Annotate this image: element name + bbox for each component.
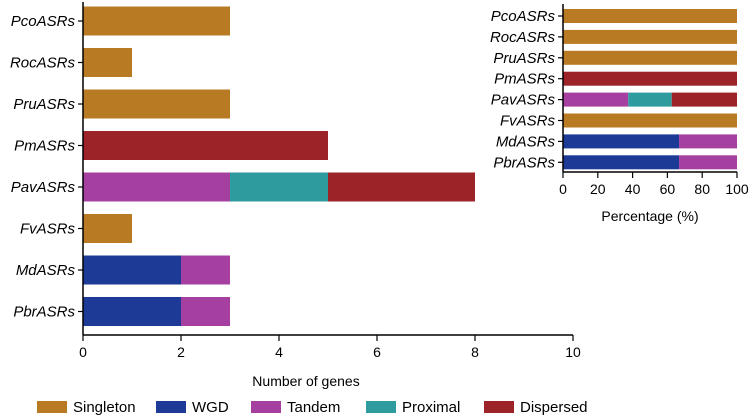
bar-segment-tandem — [181, 297, 230, 326]
x-tick-label: 100 — [725, 181, 749, 197]
inset-percentage-bar-chart: PcoASRs RocASRs PruASRs PmASRs PavASRs FvASRs… — [490, 4, 749, 224]
bar-segment-singleton — [83, 89, 230, 119]
x-tick-label: 8 — [471, 344, 479, 360]
bar-segment-singleton — [83, 48, 132, 77]
bar-segment-dispersed — [83, 131, 328, 160]
legend-label-wgd: WGD — [192, 399, 229, 416]
bar-segment-singleton — [83, 214, 132, 243]
bar-segment-singleton — [563, 9, 737, 23]
bar-segment-tandem — [679, 134, 737, 149]
legend-swatch-singleton — [37, 401, 67, 413]
x-tick-label: 40 — [625, 181, 641, 197]
bar-segment-dispersed — [671, 92, 737, 107]
category-label: PavASRs — [491, 92, 556, 109]
category-label: PcoASRs — [11, 13, 76, 30]
bar-segment-tandem — [181, 255, 230, 285]
legend-swatch-dispersed — [484, 401, 514, 413]
bar-segment-wgd — [563, 134, 680, 149]
category-label: PruASRs — [13, 96, 75, 113]
bar-segment-wgd — [83, 255, 181, 285]
bar-segment-tandem — [563, 92, 629, 107]
bar-segment-singleton — [563, 113, 737, 128]
category-label: FvASRs — [500, 113, 556, 130]
x-tick-label: 10 — [565, 344, 581, 360]
category-label: RocASRs — [10, 55, 76, 72]
legend-label-dispersed: Dispersed — [520, 399, 588, 416]
bar-segment-singleton — [563, 29, 737, 44]
category-label: PmASRs — [494, 71, 555, 88]
bar-segment-tandem — [83, 172, 230, 202]
category-label: MdASRs — [496, 133, 556, 150]
bar-segment-tandem — [679, 155, 737, 170]
bar-segment-wgd — [563, 155, 680, 170]
x-tick-label: 20 — [590, 181, 606, 197]
x-tick-label: 0 — [559, 181, 567, 197]
legend-swatch-proximal — [366, 401, 396, 413]
x-tick-label: 6 — [373, 344, 381, 360]
legend-label-tandem: Tandem — [287, 399, 340, 416]
category-label: MdASRs — [16, 262, 76, 279]
category-label: PavASRs — [11, 179, 76, 196]
category-label: PbrASRs — [13, 304, 75, 321]
category-label: RocASRs — [490, 29, 556, 46]
main-stacked-bar-chart: PcoASRs RocASRs PruASRs PmASRs PavASRs FvASRs… — [10, 2, 581, 389]
legend-label-singleton: Singleton — [73, 399, 136, 416]
category-label: PruASRs — [493, 50, 555, 67]
x-axis-title: Percentage (%) — [601, 208, 698, 224]
bar-segment-singleton — [83, 6, 230, 36]
x-axis-title: Number of genes — [252, 373, 359, 389]
category-label: FvASRs — [20, 221, 76, 238]
bar-segment-dispersed — [563, 71, 737, 86]
x-tick-label: 4 — [275, 344, 283, 360]
x-tick-label: 0 — [79, 344, 87, 360]
bar-segment-proximal — [230, 172, 328, 202]
legend-label-proximal: Proximal — [402, 399, 460, 416]
legend-swatch-tandem — [251, 401, 281, 413]
legend: Singleton WGD Tandem Proximal Dispersed — [37, 399, 588, 416]
bar-segment-proximal — [628, 92, 672, 107]
category-label: PcoASRs — [491, 8, 556, 25]
bar-segment-dispersed — [328, 172, 475, 202]
category-label: PmASRs — [14, 138, 75, 155]
bar-segment-wgd — [83, 297, 181, 326]
x-tick-label: 80 — [694, 181, 710, 197]
bar-segment-singleton — [563, 50, 737, 65]
category-label: PbrASRs — [493, 154, 555, 171]
x-tick-label: 60 — [660, 181, 676, 197]
legend-swatch-wgd — [156, 401, 186, 413]
x-tick-label: 2 — [177, 344, 185, 360]
